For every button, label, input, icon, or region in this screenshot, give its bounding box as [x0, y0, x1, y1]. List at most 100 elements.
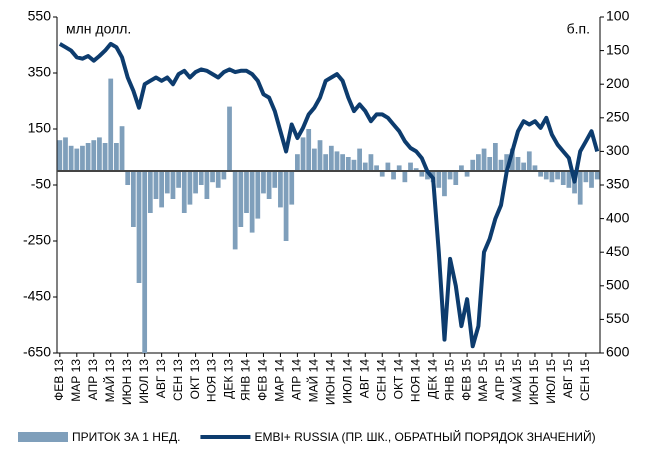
x-tick-label: АПР 13 — [86, 359, 100, 401]
x-tick-label: ИЮН 13 — [120, 359, 134, 405]
x-tick-label: СЕН 13 — [171, 359, 185, 401]
bar — [181, 171, 187, 213]
bar — [238, 171, 244, 227]
bar — [193, 171, 198, 194]
bar — [351, 159, 357, 171]
x-tick-label: ИЮЛ 13 — [137, 359, 151, 404]
bar — [345, 157, 351, 171]
x-tick-label: ИЮЛ 15 — [544, 359, 558, 404]
bar — [283, 171, 289, 241]
bar — [459, 165, 464, 171]
bar — [442, 171, 447, 197]
bar — [498, 159, 504, 171]
x-tick-label: МАР 13 — [69, 359, 83, 402]
bar — [402, 171, 408, 183]
x-tick-label: АПР 14 — [290, 359, 304, 401]
y2-tick-label: 250 — [606, 109, 630, 125]
bar — [509, 148, 515, 171]
x-tick-label: МАЙ 15 — [509, 359, 524, 403]
bar — [244, 171, 249, 213]
x-tick-label: ФЕВ 14 — [256, 359, 270, 401]
bar — [589, 171, 594, 188]
bar — [391, 171, 396, 180]
y2-tick-label: 100 — [606, 8, 630, 24]
bar — [311, 148, 317, 171]
x-tick-label: МАР 15 — [476, 359, 490, 402]
bar — [504, 154, 510, 171]
x-tick-label: ДЕК 13 — [222, 359, 236, 399]
bar — [583, 171, 589, 183]
x-tick-label: ФЕВ 15 — [459, 359, 473, 401]
y-tick-label: 550 — [28, 8, 52, 24]
bar — [74, 148, 80, 171]
bar — [108, 78, 114, 171]
bar — [80, 145, 85, 171]
y-tick-label: 350 — [28, 64, 52, 80]
bar — [413, 168, 419, 171]
bar — [436, 171, 442, 188]
bar — [159, 171, 165, 208]
y2-tick-label: 450 — [606, 243, 630, 259]
bar — [447, 171, 453, 180]
y2-tick-label: 350 — [606, 176, 630, 192]
bar — [362, 162, 368, 171]
bar — [91, 140, 97, 171]
y2-tick-label: 500 — [606, 277, 630, 293]
x-tick-label: ИЮН 14 — [324, 359, 338, 405]
x-tick-label: АВГ 13 — [154, 359, 168, 399]
bar — [340, 154, 346, 171]
x-tick-label: СЕН 14 — [374, 359, 388, 401]
bar — [470, 159, 476, 171]
bar — [566, 171, 572, 188]
bar — [289, 171, 295, 205]
x-tick-label: ДЕК 14 — [425, 359, 439, 399]
legend-label: EMBI+ RUSSIA (ПР. ШК., ОБРАТНЫЙ ПОРЯДОК … — [254, 429, 595, 444]
x-tick-label: МАР 14 — [273, 359, 287, 402]
y-tick-label: 150 — [28, 120, 52, 136]
x-tick-label: ИЮН 15 — [527, 359, 541, 405]
y2-tick-label: 150 — [606, 41, 630, 57]
bar — [357, 148, 362, 171]
bar — [130, 171, 136, 227]
bar — [210, 171, 215, 183]
y2-axis-label: б.п. — [567, 21, 590, 37]
x-tick-label: ОКТ 14 — [391, 359, 405, 400]
bar — [543, 171, 549, 180]
legend-swatch — [18, 432, 68, 442]
bar — [419, 171, 425, 177]
bar — [538, 171, 543, 177]
x-tick-label: МАЙ 13 — [102, 359, 117, 403]
bar — [147, 171, 153, 213]
bar — [85, 143, 91, 171]
bar — [119, 126, 125, 171]
y2-tick-label: 600 — [606, 344, 630, 360]
bar — [164, 171, 170, 194]
bar — [261, 171, 266, 194]
y2-tick-label: 550 — [606, 310, 630, 326]
bar — [300, 137, 306, 171]
bar — [526, 151, 532, 171]
bar — [379, 171, 385, 177]
x-tick-label: МАЙ 14 — [306, 359, 321, 403]
bar — [464, 171, 470, 177]
bar — [255, 171, 261, 219]
x-tick-label: ФЕВ 13 — [52, 359, 66, 401]
bar — [487, 157, 493, 171]
bar — [278, 171, 283, 208]
x-tick-label: НОЯ 13 — [205, 359, 219, 402]
bar — [136, 171, 142, 283]
y-axis-label: млн долл. — [66, 21, 131, 37]
y2-tick-label: 300 — [606, 142, 630, 158]
line — [58, 41, 600, 349]
bar — [227, 106, 232, 171]
bar — [323, 154, 329, 171]
x-tick-label: АПР 15 — [493, 359, 507, 401]
bar — [481, 148, 487, 171]
bar — [549, 171, 555, 183]
bar — [215, 171, 221, 188]
x-tick-label: ЯНВ 15 — [442, 359, 456, 401]
bar — [266, 171, 272, 199]
bar — [57, 140, 63, 171]
bar — [577, 171, 583, 205]
